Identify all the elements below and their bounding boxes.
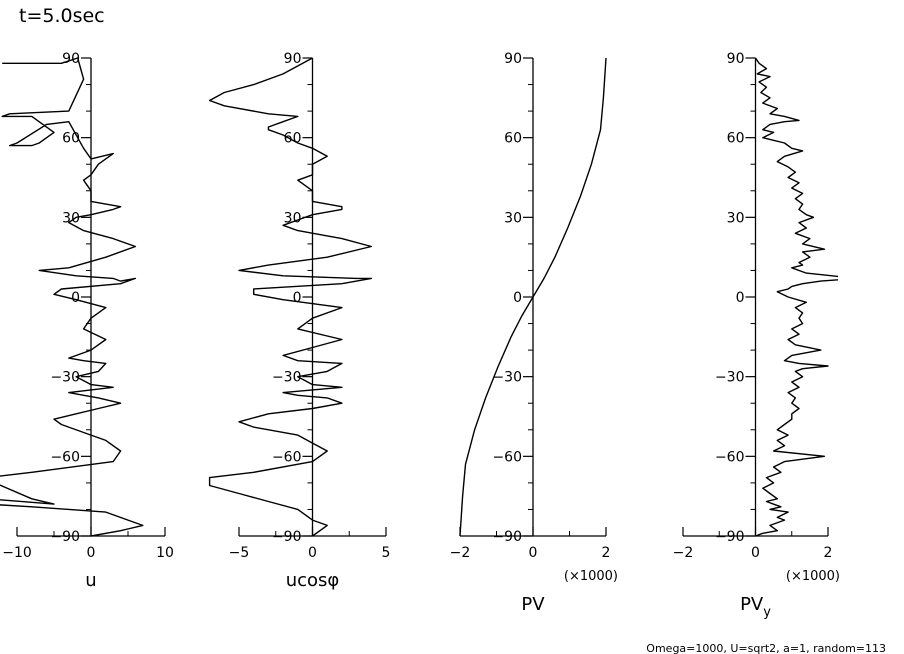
y-tick-label: −90 <box>492 529 522 545</box>
y-tick-label: −90 <box>50 529 80 545</box>
x-axis-label: PVy <box>740 594 771 620</box>
x-tick-label: −2 <box>450 545 471 561</box>
x-tick-label: −10 <box>2 545 32 561</box>
y-tick-label: 0 <box>293 290 302 306</box>
x-tick-label: 2 <box>824 545 833 561</box>
x-tick-label: 0 <box>87 545 96 561</box>
x-tick-label: 0 <box>308 545 317 561</box>
panel-u: −10 0 10 −90 −60 −30 0 30 60 90 u <box>0 51 174 591</box>
y-tick-label: 0 <box>736 290 745 306</box>
chart-footer: Omega=1000, U=sqrt2, a=1, random=113 <box>646 642 886 654</box>
panel-pvy: −2 0 2 −90 −60 −30 0 30 60 90 (×1000) PVy <box>673 51 840 620</box>
x-axis-label-main: PV <box>740 594 764 615</box>
x-multiplier-label: (×1000) <box>786 569 840 584</box>
x-axis-label: PV <box>521 594 545 615</box>
x-tick-label: 0 <box>751 545 760 561</box>
x-tick-label: 10 <box>156 545 174 561</box>
series-line-u <box>0 57 144 537</box>
y-tick-label: −30 <box>715 370 745 386</box>
y-tick-label: 60 <box>62 131 80 147</box>
y-tick-label: −30 <box>50 370 80 386</box>
y-tick-label: 30 <box>727 210 745 226</box>
x-axis-label-main: u <box>85 570 96 591</box>
x-axis-label: ucosφ <box>286 570 340 591</box>
y-tick-label: −90 <box>272 529 302 545</box>
y-tick-label: 0 <box>513 290 522 306</box>
y-tick-label: −30 <box>492 370 522 386</box>
y-tick-label: 30 <box>284 210 302 226</box>
y-tick-label: −60 <box>50 449 80 465</box>
x-axis-label-sub: y <box>763 605 771 620</box>
x-multiplier-label: (×1000) <box>564 569 618 584</box>
x-tick-label: −5 <box>229 545 250 561</box>
x-tick-label: 5 <box>382 545 391 561</box>
y-tick-label: 30 <box>62 210 80 226</box>
x-axis-label: u <box>85 570 96 591</box>
y-tick-label: −30 <box>272 370 302 386</box>
y-tick-label: 90 <box>504 51 522 67</box>
x-tick-label: −2 <box>673 545 694 561</box>
y-tick-label: −60 <box>715 449 745 465</box>
x-tick-label: 2 <box>602 545 611 561</box>
chart-title: t=5.0sec <box>19 5 105 27</box>
y-tick-label: 60 <box>727 131 745 147</box>
y-tick-label: 0 <box>71 290 80 306</box>
series-line-ucos <box>208 57 372 537</box>
panel-pv: −2 0 2 −90 −60 −30 0 30 60 90 (×1000) PV <box>450 51 618 615</box>
y-tick-label: 90 <box>284 51 302 67</box>
panel-ucos: −5 0 5 −90 −60 −30 0 30 60 90 ucosφ <box>208 51 391 591</box>
y-tick-label: 60 <box>504 131 522 147</box>
y-tick-label: 90 <box>727 51 745 67</box>
y-tick-label: −60 <box>492 449 522 465</box>
y-tick-label: 90 <box>62 51 80 67</box>
y-tick-label: −90 <box>715 529 745 545</box>
x-axis-label-main: ucosφ <box>286 570 340 591</box>
x-tick-label: 0 <box>529 545 538 561</box>
x-axis-label-main: PV <box>521 594 545 615</box>
series-line-pvy <box>754 57 838 537</box>
y-tick-label: 60 <box>284 131 302 147</box>
y-tick-label: 30 <box>504 210 522 226</box>
series-line-pv <box>459 57 607 537</box>
panels: −10 0 10 −90 −60 −30 0 30 60 90 u −5 0 5 −90 −60 −30 0 30 6… <box>0 51 840 620</box>
y-tick-label: −60 <box>272 449 302 465</box>
